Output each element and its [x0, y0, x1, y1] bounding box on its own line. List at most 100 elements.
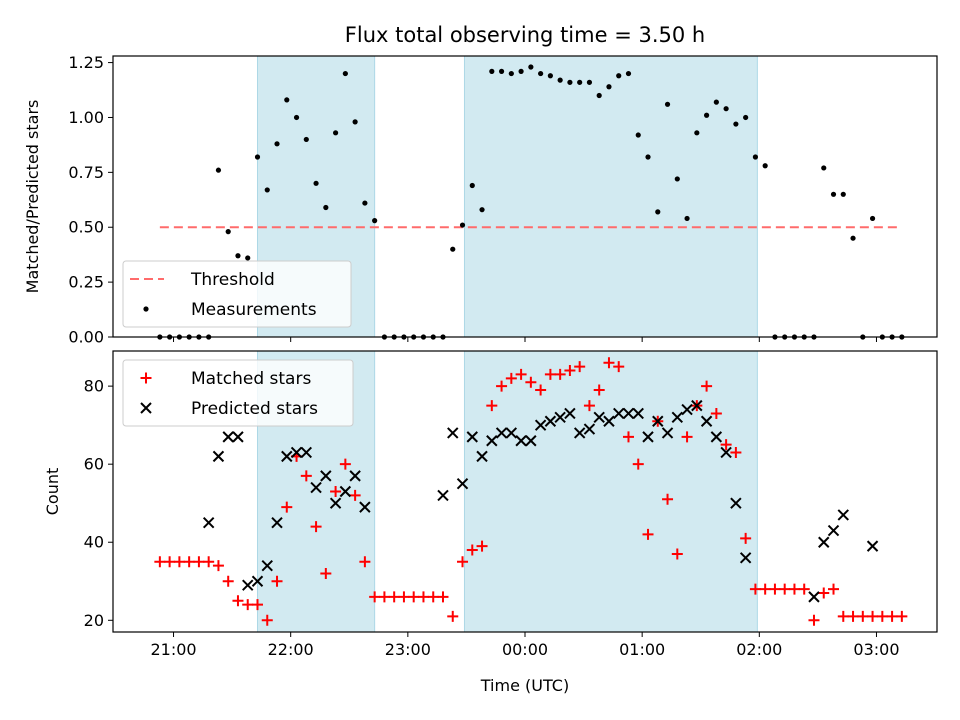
data-point [173, 556, 185, 568]
data-point [850, 235, 856, 241]
data-point [202, 517, 215, 529]
data-point [652, 415, 664, 427]
data-point [703, 112, 710, 118]
data-point [857, 610, 869, 622]
legend-label: Measurements [191, 300, 317, 320]
data-point [723, 106, 729, 112]
x-tick-label: 23:00 [385, 640, 431, 659]
data-point [369, 591, 381, 603]
legend-box [122, 260, 352, 328]
data-point [154, 556, 166, 568]
data-point [573, 427, 586, 439]
data-point [310, 481, 322, 494]
data-point [808, 591, 820, 603]
data-point [544, 415, 557, 427]
data-point [525, 376, 537, 388]
data-point [886, 610, 898, 622]
data-point [720, 446, 732, 459]
x-tick-label: 03:00 [853, 640, 899, 659]
data-point [212, 560, 224, 572]
data-point [818, 536, 830, 548]
data-point [518, 68, 524, 74]
data-point [203, 556, 215, 568]
data-point [798, 583, 810, 595]
data-point [372, 218, 378, 224]
x-tick-label: 22:00 [268, 640, 314, 659]
data-point [271, 575, 283, 587]
data-point [535, 384, 547, 396]
data-point [342, 70, 348, 77]
data-point [762, 163, 768, 169]
data-point [293, 114, 300, 121]
data-point [313, 180, 319, 186]
y-tick-label: 80 [84, 377, 104, 396]
data-point [398, 591, 410, 603]
data-point [752, 154, 759, 160]
data-point [681, 431, 693, 443]
data-point [515, 435, 527, 447]
data-point [534, 419, 547, 431]
data-point [847, 610, 859, 622]
data-point [661, 427, 674, 439]
data-point [564, 365, 576, 377]
data-point [427, 591, 439, 603]
top-panel: 0.00 0.25 0.50 0.75 1.00 1.25 Matched/Predicte… [23, 53, 938, 347]
data-point [662, 493, 674, 505]
data-point [359, 556, 371, 568]
chart-title: Flux total observing time = 3.50 h [345, 23, 705, 47]
data-point [779, 583, 791, 595]
data-point [300, 470, 312, 482]
data-point [749, 583, 761, 595]
data-point [596, 92, 602, 99]
data-point [586, 79, 593, 85]
data-point [567, 79, 573, 85]
data-point [840, 191, 846, 197]
data-point [577, 79, 583, 85]
y-tick-label: 0.25 [68, 273, 104, 292]
data-point [613, 361, 625, 373]
data-point [655, 209, 661, 215]
data-point [339, 458, 351, 470]
data-point [691, 399, 703, 412]
data-point [215, 167, 222, 173]
data-point [254, 154, 261, 160]
data-point [547, 73, 553, 79]
data-point [557, 77, 563, 83]
y-tick-label: 20 [84, 611, 104, 630]
data-point [788, 583, 800, 595]
data-point [622, 407, 635, 420]
data-point [710, 407, 722, 419]
y-tick-label: 40 [84, 533, 104, 552]
data-point [359, 501, 371, 513]
data-point [498, 68, 505, 74]
data-point [710, 431, 723, 443]
data-point [827, 524, 840, 537]
data-point [274, 141, 280, 147]
x-axis-label: Time (UTC) [480, 676, 569, 695]
legend-box [122, 359, 354, 427]
data-point [450, 246, 456, 252]
data-point [664, 101, 671, 107]
data-point [837, 610, 849, 622]
data-point [339, 485, 352, 498]
data-point [476, 540, 488, 552]
data-point [242, 579, 254, 591]
data-point [642, 528, 654, 540]
data-point [583, 400, 595, 412]
data-point [733, 121, 739, 127]
data-point [320, 567, 332, 579]
data-point [671, 548, 683, 560]
data-point [408, 591, 420, 603]
data-point [613, 407, 625, 420]
data-point [417, 591, 429, 603]
y-tick-label: 1.25 [68, 53, 104, 72]
data-point [681, 403, 693, 416]
data-point [642, 431, 654, 443]
y-tick-label: 60 [84, 455, 104, 474]
data-point [700, 415, 713, 427]
data-point [635, 132, 641, 138]
shaded-interval-1 [463, 350, 758, 633]
data-point [235, 253, 241, 259]
data-point [554, 411, 566, 424]
data-point [323, 204, 329, 211]
